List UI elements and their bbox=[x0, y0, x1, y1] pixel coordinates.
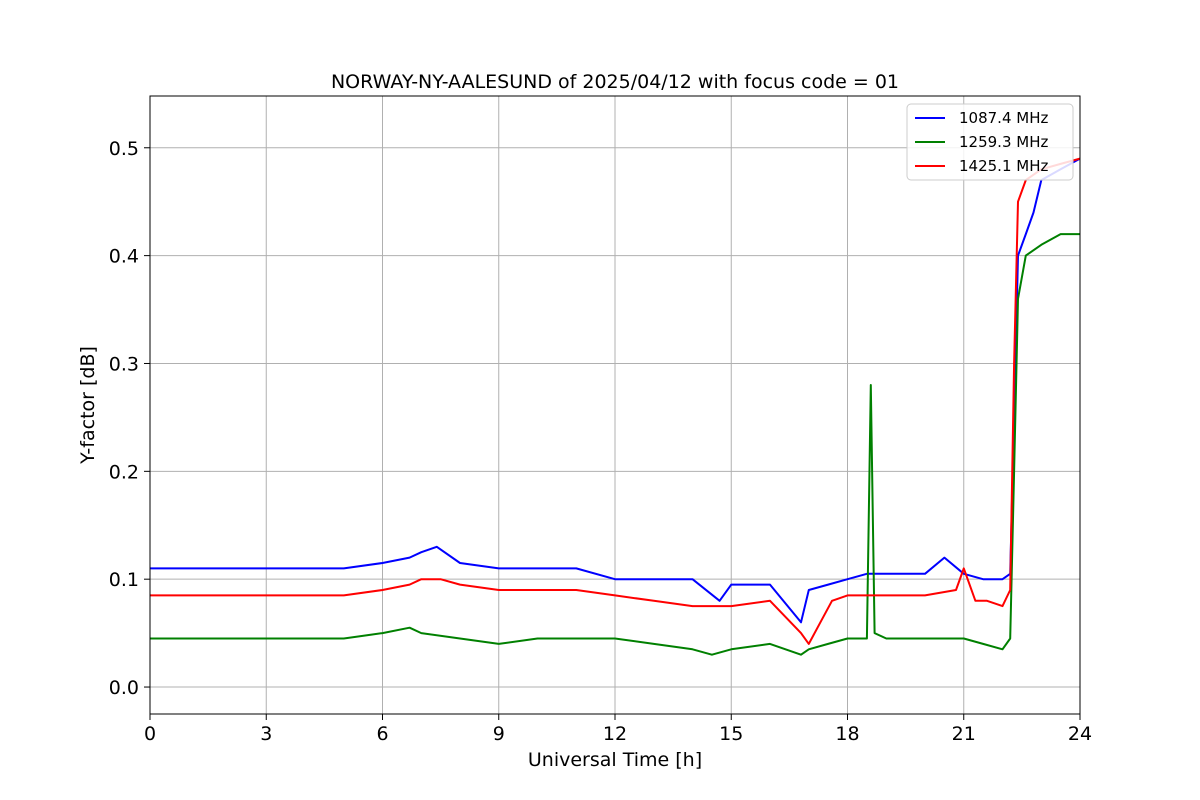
x-tick-label: 6 bbox=[376, 723, 388, 745]
x-tick-label: 9 bbox=[493, 723, 505, 745]
legend: 1087.4 MHz 1259.3 MHz 1425.1 MHz bbox=[906, 103, 1074, 181]
legend-box bbox=[906, 103, 1074, 181]
y-axis-label: Y-factor [dB] bbox=[77, 346, 99, 465]
y-tick-label: 0.0 bbox=[109, 677, 139, 699]
x-tick-label: 18 bbox=[835, 723, 859, 745]
y-tick-label: 0.3 bbox=[109, 353, 139, 375]
x-tick-label: 21 bbox=[952, 723, 976, 745]
legend-label-2: 1425.1 MHz bbox=[959, 157, 1048, 175]
y-tick-label: 0.2 bbox=[109, 461, 139, 483]
x-tick-label: 3 bbox=[260, 723, 272, 745]
series-line-2 bbox=[150, 157, 1080, 645]
legend-label-0: 1087.4 MHz bbox=[959, 109, 1048, 127]
series-layer bbox=[150, 157, 1080, 656]
x-tick-label: 15 bbox=[719, 723, 743, 745]
y-tick-label: 0.5 bbox=[109, 138, 139, 160]
legend-label-1: 1259.3 MHz bbox=[959, 133, 1048, 151]
x-tick-label: 12 bbox=[603, 723, 627, 745]
x-axis-label: Universal Time [h] bbox=[528, 749, 702, 771]
series-line-1 bbox=[150, 233, 1080, 656]
chart-title: NORWAY-NY-AALESUND of 2025/04/12 with fo… bbox=[331, 71, 899, 93]
y-axis: 0.0 0.1 0.2 0.3 0.4 0.5 bbox=[109, 138, 150, 699]
y-tick-label: 0.1 bbox=[109, 569, 139, 591]
x-tick-label: 0 bbox=[144, 723, 156, 745]
y-tick-label: 0.4 bbox=[109, 246, 139, 268]
x-axis: 0 3 6 9 12 15 18 21 24 bbox=[144, 714, 1092, 745]
x-tick-label: 24 bbox=[1068, 723, 1092, 745]
